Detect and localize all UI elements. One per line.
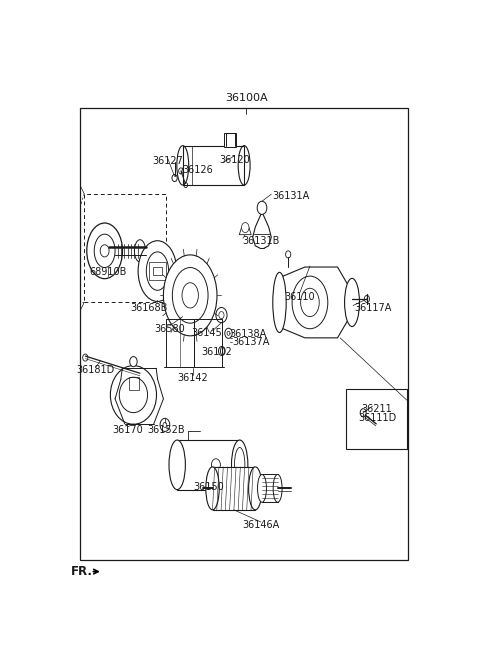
Text: 36138A: 36138A xyxy=(229,328,267,339)
Circle shape xyxy=(286,251,291,258)
Text: 36580: 36580 xyxy=(155,325,185,334)
Ellipse shape xyxy=(273,474,282,502)
Text: 36152B: 36152B xyxy=(147,425,185,435)
Text: 36102: 36102 xyxy=(201,347,232,357)
Ellipse shape xyxy=(206,467,219,510)
Ellipse shape xyxy=(134,240,145,262)
Bar xyxy=(225,133,236,147)
Text: 68910B: 68910B xyxy=(90,267,127,277)
Ellipse shape xyxy=(163,255,217,336)
Text: 36131A: 36131A xyxy=(272,191,309,201)
Bar xyxy=(347,390,407,449)
Text: 36120: 36120 xyxy=(219,155,250,165)
Text: 36168B: 36168B xyxy=(131,302,168,313)
Ellipse shape xyxy=(231,440,248,489)
Ellipse shape xyxy=(146,252,168,290)
Circle shape xyxy=(364,296,370,302)
Circle shape xyxy=(216,307,227,323)
Bar xyxy=(213,467,255,510)
Bar xyxy=(129,376,139,390)
Bar xyxy=(153,267,162,275)
Text: 36117A: 36117A xyxy=(354,302,391,313)
Circle shape xyxy=(225,328,232,338)
Ellipse shape xyxy=(300,288,319,317)
Bar xyxy=(166,319,194,367)
Text: 36126: 36126 xyxy=(183,165,214,175)
Text: 36211: 36211 xyxy=(361,403,392,414)
Circle shape xyxy=(257,201,267,214)
Text: FR.: FR. xyxy=(72,565,93,578)
Ellipse shape xyxy=(87,223,122,279)
Circle shape xyxy=(241,223,249,233)
Text: 36142: 36142 xyxy=(178,373,208,383)
Circle shape xyxy=(83,354,88,361)
Text: 36131B: 36131B xyxy=(242,236,280,246)
Ellipse shape xyxy=(273,273,286,332)
Text: 36170: 36170 xyxy=(112,425,143,435)
Ellipse shape xyxy=(120,377,147,413)
Circle shape xyxy=(360,409,366,417)
Ellipse shape xyxy=(110,365,156,424)
Bar xyxy=(81,108,408,560)
Ellipse shape xyxy=(258,474,266,502)
Text: 36181D: 36181D xyxy=(77,365,115,374)
Text: 36127: 36127 xyxy=(153,156,183,166)
Ellipse shape xyxy=(345,279,360,327)
Ellipse shape xyxy=(172,267,208,323)
Bar xyxy=(183,146,244,185)
Bar xyxy=(194,319,222,367)
Text: 36110: 36110 xyxy=(285,292,315,302)
Circle shape xyxy=(212,459,220,471)
Text: 36100A: 36100A xyxy=(225,93,267,103)
Circle shape xyxy=(218,346,225,355)
Polygon shape xyxy=(279,267,352,338)
Text: 36146A: 36146A xyxy=(242,520,279,530)
Ellipse shape xyxy=(169,440,185,489)
Circle shape xyxy=(130,357,137,367)
Circle shape xyxy=(100,245,109,257)
Bar xyxy=(177,440,240,489)
Ellipse shape xyxy=(182,283,198,308)
Text: 36111D: 36111D xyxy=(358,413,396,423)
Polygon shape xyxy=(240,227,251,235)
Ellipse shape xyxy=(138,240,177,302)
Bar xyxy=(262,474,277,502)
Text: 36145: 36145 xyxy=(191,328,222,338)
Ellipse shape xyxy=(94,234,115,267)
Bar xyxy=(149,262,166,280)
Text: 36150: 36150 xyxy=(193,482,224,491)
Text: 36137A: 36137A xyxy=(232,338,269,348)
Ellipse shape xyxy=(292,276,328,328)
Bar xyxy=(84,194,166,302)
Ellipse shape xyxy=(249,467,262,510)
Circle shape xyxy=(160,419,170,432)
